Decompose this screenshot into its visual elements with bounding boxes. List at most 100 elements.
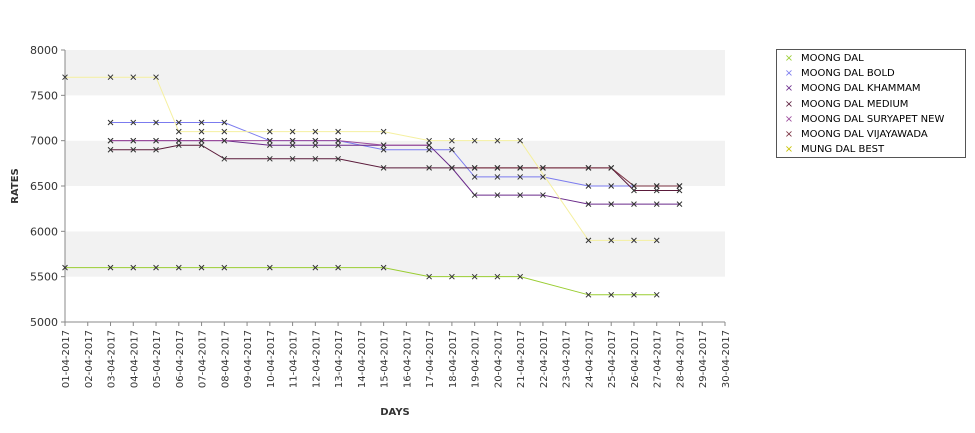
data-point bbox=[380, 142, 387, 149]
data-point bbox=[175, 264, 182, 271]
grid-band bbox=[65, 95, 725, 141]
data-point bbox=[175, 119, 182, 126]
x-tick-label: 14-04-2017 bbox=[357, 330, 368, 388]
data-point bbox=[221, 264, 228, 271]
data-point bbox=[631, 183, 637, 189]
data-point bbox=[198, 142, 205, 149]
data-point bbox=[175, 128, 182, 135]
x-tick-label: 23-04-2017 bbox=[562, 330, 573, 388]
data-point bbox=[312, 128, 319, 135]
legend: × MOONG DAL × MOONG DAL BOLD × MOONG DAL KHAM… bbox=[776, 49, 966, 158]
x-tick-label: 07-04-2017 bbox=[198, 330, 209, 388]
data-point bbox=[676, 183, 683, 189]
data-point bbox=[221, 128, 228, 135]
grid-band bbox=[65, 231, 725, 277]
data-point bbox=[198, 119, 205, 126]
legend-label: MOONG DAL BOLD bbox=[801, 68, 895, 80]
legend-item: × MOONG DAL BOLD bbox=[783, 68, 895, 82]
data-point bbox=[517, 273, 524, 280]
data-point bbox=[585, 201, 592, 207]
data-point bbox=[608, 183, 615, 189]
data-point bbox=[517, 165, 524, 171]
data-point bbox=[608, 165, 615, 171]
legend-item: × MOONG DAL KHAMMAM bbox=[783, 83, 921, 97]
data-point bbox=[471, 165, 478, 171]
data-point bbox=[107, 146, 114, 153]
x-tick-label: 10-04-2017 bbox=[266, 330, 277, 388]
data-point bbox=[608, 237, 615, 244]
data-point bbox=[494, 192, 501, 198]
series-line bbox=[110, 122, 680, 187]
x-tick-label: 24-04-2017 bbox=[584, 330, 595, 388]
data-point bbox=[198, 137, 205, 144]
x-tick-label: 21-04-2017 bbox=[516, 330, 527, 388]
x-tick-label: 03-04-2017 bbox=[107, 330, 118, 388]
data-point bbox=[130, 137, 137, 144]
legend-marker-icon: × bbox=[784, 68, 794, 80]
data-point bbox=[312, 142, 319, 149]
x-tick-label: 05-04-2017 bbox=[152, 330, 163, 388]
data-point bbox=[289, 128, 296, 135]
legend-marker-icon: × bbox=[784, 113, 794, 125]
data-point bbox=[153, 119, 159, 126]
data-point bbox=[449, 165, 455, 171]
data-point bbox=[107, 119, 114, 126]
data-point bbox=[335, 155, 341, 162]
series-line bbox=[110, 140, 430, 146]
data-point bbox=[380, 165, 387, 171]
x-tick-label: 06-04-2017 bbox=[175, 330, 186, 388]
data-point bbox=[62, 74, 68, 81]
data-point bbox=[380, 264, 387, 271]
x-tick-label: 13-04-2017 bbox=[334, 330, 345, 388]
x-tick-label: 09-04-2017 bbox=[243, 330, 254, 388]
series-points bbox=[62, 74, 683, 298]
data-point bbox=[221, 137, 228, 144]
data-point bbox=[608, 201, 615, 207]
data-point bbox=[517, 174, 524, 180]
x-tick-label: 15-04-2017 bbox=[380, 330, 391, 388]
data-point bbox=[653, 183, 660, 189]
legend-label: MUNG DAL BEST bbox=[801, 144, 885, 156]
data-point bbox=[335, 128, 341, 135]
y-tick-label: 7500 bbox=[30, 89, 58, 102]
data-point bbox=[676, 201, 683, 207]
legend-marker-icon: × bbox=[784, 98, 794, 110]
legend-item: × MOONG DAL MEDIUM bbox=[783, 98, 909, 113]
data-point bbox=[426, 273, 432, 280]
data-point bbox=[335, 142, 341, 149]
grid-band bbox=[65, 140, 725, 186]
legend-item: × MOONG DAL SURYAPET NEW bbox=[783, 113, 945, 128]
y-tick-label: 7000 bbox=[30, 135, 58, 148]
data-point bbox=[153, 137, 159, 144]
y-tick-label: 5500 bbox=[30, 271, 58, 284]
data-point bbox=[107, 74, 114, 81]
data-point bbox=[130, 74, 137, 81]
data-point bbox=[130, 119, 137, 126]
data-point bbox=[266, 128, 273, 135]
data-point bbox=[380, 146, 387, 153]
x-tick-label: 16-04-2017 bbox=[402, 330, 413, 388]
data-point bbox=[585, 183, 592, 189]
x-tick-label: 12-04-2017 bbox=[311, 330, 322, 388]
grid-band bbox=[65, 276, 725, 322]
data-point bbox=[153, 264, 159, 271]
data-point bbox=[153, 146, 159, 153]
data-point bbox=[471, 273, 478, 280]
data-point bbox=[335, 264, 341, 271]
x-tick-label: 30-04-2017 bbox=[721, 330, 732, 388]
x-tick-label: 11-04-2017 bbox=[289, 330, 300, 388]
data-point bbox=[471, 174, 478, 180]
x-tick-label: 22-04-2017 bbox=[539, 330, 550, 388]
x-tick-label: 27-04-2017 bbox=[653, 330, 664, 388]
data-point bbox=[266, 142, 273, 149]
data-point bbox=[426, 137, 432, 144]
y-tick-label: 8000 bbox=[30, 44, 58, 57]
data-point bbox=[312, 155, 319, 162]
data-point bbox=[426, 142, 432, 149]
y-tick-label: 6500 bbox=[30, 180, 58, 193]
legend-label: MOONG DAL bbox=[801, 53, 864, 64]
data-point bbox=[494, 165, 501, 171]
data-point bbox=[175, 137, 182, 144]
data-point bbox=[312, 137, 319, 144]
